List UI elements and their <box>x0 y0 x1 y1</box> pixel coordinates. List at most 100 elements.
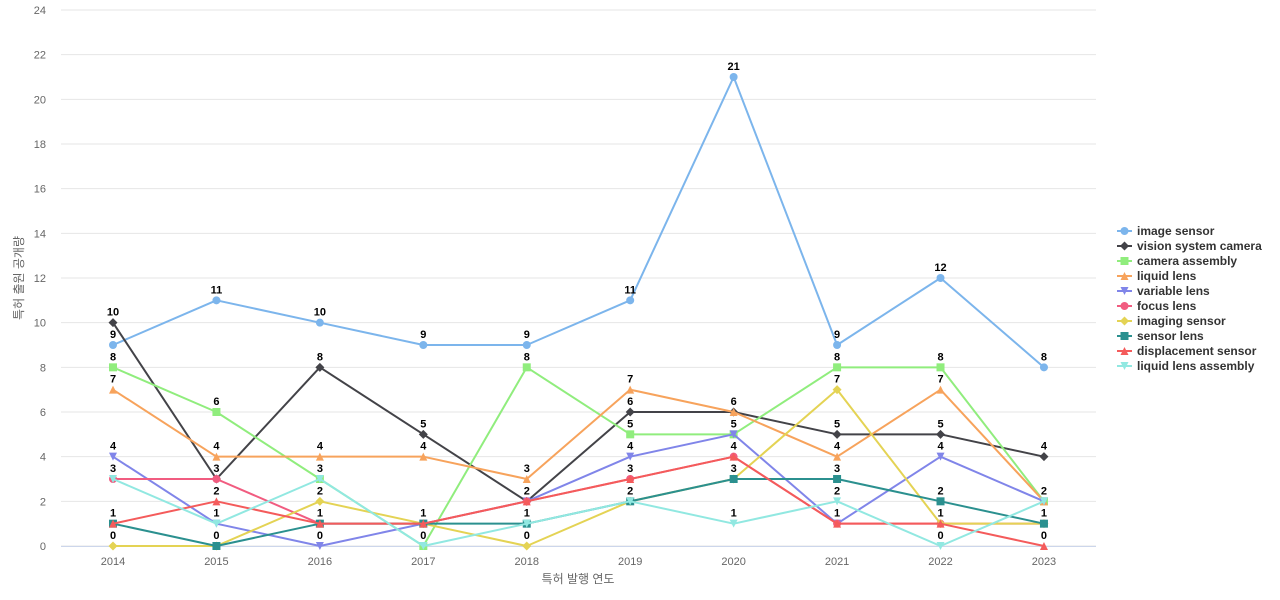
data-label: 8 <box>937 351 943 363</box>
data-point-camera-assembly <box>212 408 221 416</box>
data-label: 2 <box>1041 485 1047 497</box>
series-line-camera-assembly <box>112 366 1045 547</box>
data-label: 2 <box>627 485 633 497</box>
data-point-displacement-sensor <box>1039 542 1048 550</box>
data-label: 3 <box>524 463 530 475</box>
data-label: 0 <box>317 530 323 542</box>
data-point-liquid-lens <box>522 475 531 483</box>
legend-item-liquid-lens-assembly[interactable]: liquid lens assembly <box>1117 359 1255 373</box>
legend-label: liquid lens assembly <box>1137 359 1255 373</box>
data-point-variable-lens <box>626 452 635 461</box>
x-tick-label: 2021 <box>825 556 849 568</box>
data-point-image-sensor <box>522 341 531 349</box>
data-point-displacement-sensor <box>419 519 428 528</box>
data-point-vision-system-camera <box>936 429 946 439</box>
data-point-displacement-sensor <box>936 519 945 528</box>
legend-item-focus-lens[interactable]: focus lens <box>1117 299 1197 313</box>
legend-item-vision-system-camera[interactable]: vision system camera <box>1117 239 1262 253</box>
data-label: 4 <box>420 441 427 453</box>
data-point-sensor-lens <box>212 542 221 550</box>
data-point-displacement-sensor <box>626 475 635 483</box>
data-label: 4 <box>627 441 634 453</box>
data-label: 1 <box>213 508 219 520</box>
x-tick-label: 2017 <box>411 556 435 568</box>
data-point-camera-assembly <box>109 363 117 372</box>
legend-label: liquid lens <box>1137 269 1197 283</box>
data-point-displacement-sensor <box>315 519 324 528</box>
data-label: 4 <box>110 441 117 453</box>
y-tick-label: 12 <box>34 273 46 285</box>
data-label: 9 <box>834 329 840 341</box>
data-label: 9 <box>420 329 426 341</box>
data-label: 0 <box>420 530 426 542</box>
data-point-liquid-lens <box>212 452 221 461</box>
data-label: 8 <box>524 351 530 363</box>
legend-label: imaging sensor <box>1137 314 1226 328</box>
data-point-imaging-sensor <box>522 541 532 551</box>
x-tick-label: 2023 <box>1032 556 1056 568</box>
data-point-image-sensor <box>1039 363 1048 372</box>
legend-marker-liquid-lens <box>1120 272 1129 280</box>
legend-item-image-sensor[interactable]: image sensor <box>1117 224 1215 238</box>
legend-marker-focus-lens <box>1120 302 1129 310</box>
data-point-vision-system-camera <box>108 318 118 328</box>
data-point-camera-assembly <box>833 363 842 372</box>
data-point-camera-assembly <box>626 430 635 439</box>
legend-marker-sensor-lens <box>1120 332 1129 340</box>
legend-item-variable-lens[interactable]: variable lens <box>1117 284 1210 298</box>
x-tick-label: 2014 <box>101 556 125 568</box>
legend-label: camera assembly <box>1137 254 1237 268</box>
y-tick-label: 10 <box>34 318 46 330</box>
x-tick-label: 2020 <box>721 556 745 568</box>
y-tick-label: 24 <box>34 5 46 17</box>
data-label: 0 <box>110 530 116 542</box>
data-point-sensor-lens <box>729 475 738 483</box>
data-label: 0 <box>937 530 943 542</box>
y-tick-label: 20 <box>34 94 46 106</box>
data-label: 6 <box>627 396 633 408</box>
series-lines <box>108 73 1049 551</box>
data-point-displacement-sensor <box>522 497 531 506</box>
series-line-imaging-sensor <box>112 388 1045 547</box>
legend-marker-vision-system-camera <box>1120 241 1129 251</box>
y-tick-label: 6 <box>40 407 46 419</box>
series-image-sensor <box>109 73 1048 372</box>
data-point-vision-system-camera <box>1039 452 1049 462</box>
data-label: 2 <box>213 485 219 497</box>
data-point-displacement-sensor <box>833 519 842 528</box>
data-label: 1 <box>317 508 323 520</box>
y-axis-title: 특허 출원 공개량 <box>12 236 26 320</box>
y-tick-label: 18 <box>34 139 46 151</box>
legend-item-imaging-sensor[interactable]: imaging sensor <box>1117 314 1226 328</box>
data-point-imaging-sensor <box>832 385 842 395</box>
data-label: 10 <box>107 307 119 319</box>
legend-item-camera-assembly[interactable]: camera assembly <box>1117 254 1237 268</box>
data-label: 3 <box>627 463 633 475</box>
data-point-liquid-lens <box>626 385 635 394</box>
data-point-vision-system-camera <box>832 429 842 439</box>
data-point-liquid-lens-assembly <box>109 475 117 483</box>
data-point-liquid-lens-assembly <box>212 519 221 528</box>
legend-item-displacement-sensor[interactable]: displacement sensor <box>1117 344 1257 358</box>
data-label: 3 <box>834 463 840 475</box>
data-label: 5 <box>627 418 633 430</box>
data-point-image-sensor <box>315 318 324 327</box>
data-label: 11 <box>624 284 636 296</box>
data-label: 5 <box>834 418 840 430</box>
data-point-vision-system-camera <box>418 429 428 439</box>
legend-item-liquid-lens[interactable]: liquid lens <box>1117 269 1197 283</box>
data-label: 3 <box>213 463 219 475</box>
data-point-liquid-lens-assembly <box>419 542 428 550</box>
data-label: 1 <box>110 508 116 520</box>
data-point-liquid-lens <box>109 385 117 394</box>
data-label: 12 <box>934 262 946 274</box>
legend-item-sensor-lens[interactable]: sensor lens <box>1117 329 1204 343</box>
data-point-variable-lens <box>729 430 738 439</box>
data-point-variable-lens <box>315 542 324 550</box>
legend-marker-image-sensor <box>1120 227 1129 235</box>
data-point-sensor-lens <box>1039 519 1048 528</box>
data-point-displacement-sensor <box>109 519 117 528</box>
legend-marker-variable-lens <box>1120 287 1129 295</box>
